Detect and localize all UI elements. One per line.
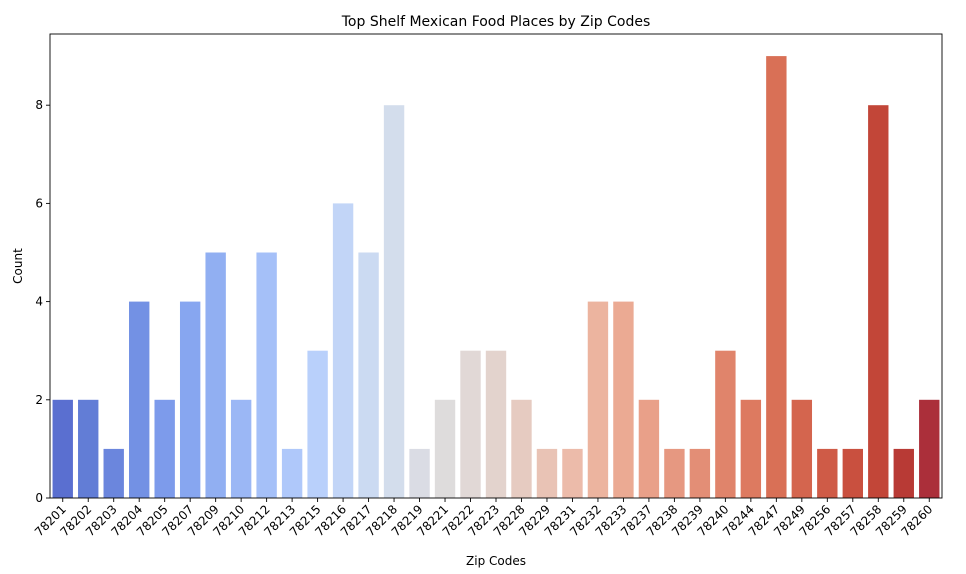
bar-78219 xyxy=(409,448,430,498)
bar-78221 xyxy=(434,399,456,498)
y-tick-label: 4 xyxy=(35,295,43,309)
bar-78258 xyxy=(868,105,889,498)
y-axis: 0 2 4 6 8 xyxy=(35,98,50,505)
bar-78238 xyxy=(664,448,685,498)
y-tick-label: 8 xyxy=(35,98,43,112)
bar-78249 xyxy=(791,399,813,498)
bar-78216 xyxy=(332,203,354,498)
bar-78232 xyxy=(587,301,609,498)
bar-78207 xyxy=(179,301,201,498)
bar-78260 xyxy=(919,399,940,498)
bar-78213 xyxy=(281,448,303,498)
y-tick-label: 6 xyxy=(35,196,43,210)
bar-78201 xyxy=(52,399,73,498)
bar-78228 xyxy=(511,399,532,498)
bar-78259 xyxy=(893,448,914,498)
bar-78217 xyxy=(358,252,379,498)
bar-78244 xyxy=(740,399,762,498)
x-axis: 7820178202782037820478205782077820978210… xyxy=(32,498,935,539)
bar-78257 xyxy=(842,448,863,498)
bar-78240 xyxy=(715,350,736,498)
bar-78212 xyxy=(256,252,277,498)
bars-group xyxy=(52,56,940,498)
bar-78229 xyxy=(536,448,558,498)
x-axis-label: Zip Codes xyxy=(466,554,526,568)
bar-78223 xyxy=(485,350,507,498)
bar-78233 xyxy=(613,301,634,498)
y-tick-label: 2 xyxy=(35,393,43,407)
bar-78237 xyxy=(638,399,660,498)
y-tick-label: 0 xyxy=(35,491,43,505)
bar-78210 xyxy=(230,399,252,498)
bar-78239 xyxy=(689,448,711,498)
bar-78222 xyxy=(460,350,481,498)
bar-78202 xyxy=(78,399,99,498)
bar-78218 xyxy=(383,105,405,498)
chart-title: Top Shelf Mexican Food Places by Zip Cod… xyxy=(341,14,651,30)
bar-78209 xyxy=(205,252,226,498)
bar-78205 xyxy=(154,399,175,498)
bar-78247 xyxy=(766,56,787,498)
bar-78256 xyxy=(817,448,838,498)
bar-78203 xyxy=(103,448,124,498)
bar-78204 xyxy=(129,301,150,498)
y-axis-label: Count xyxy=(11,248,25,284)
bar-78215 xyxy=(307,350,328,498)
plot-frame xyxy=(49,33,943,499)
bar-78231 xyxy=(562,448,583,498)
